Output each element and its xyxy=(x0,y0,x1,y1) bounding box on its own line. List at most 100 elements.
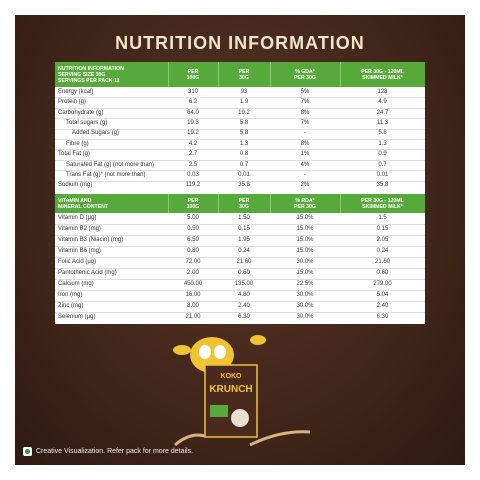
column-header: PER 30G - 120ML xyxy=(361,68,404,75)
cell: 30.0% xyxy=(296,303,314,309)
cell: 4.80 xyxy=(238,292,250,298)
box-badge xyxy=(210,405,228,417)
column-header: PER 30G - 120ML xyxy=(361,197,404,204)
cell: 1.3 xyxy=(378,140,387,147)
cell: 0.50 xyxy=(187,226,199,232)
mascot-eye xyxy=(214,345,226,359)
header-divider xyxy=(218,194,219,213)
row-label: Energy (kcal) xyxy=(58,88,94,95)
cell: 7% xyxy=(300,99,310,106)
cell: 279.00 xyxy=(373,281,392,287)
row-divider xyxy=(55,170,425,172)
cell: - xyxy=(304,130,306,137)
column-header: 30G xyxy=(239,203,249,210)
row-divider xyxy=(55,257,425,258)
cell: 8% xyxy=(300,109,310,116)
mascot-eye xyxy=(199,345,211,359)
column-header: PER 30G xyxy=(294,74,316,81)
row-divider xyxy=(55,159,425,161)
cell: 6.30 xyxy=(376,314,389,320)
cell: 19.2 xyxy=(238,109,250,116)
cell: 19.3 xyxy=(187,119,199,126)
cell: 35.8 xyxy=(376,182,389,189)
header-label: NUTRITION INFORMATION xyxy=(58,65,124,72)
cell: 4.9 xyxy=(378,99,387,106)
cell: 1.50 xyxy=(238,215,250,221)
column-header: PER 30G xyxy=(294,203,316,210)
cell: 2.7 xyxy=(188,151,198,158)
header-divider xyxy=(340,194,341,213)
row-divider xyxy=(55,246,425,247)
header-label: VITAMIN AND xyxy=(58,197,92,204)
cell: 5.8 xyxy=(239,130,249,137)
header-band xyxy=(55,194,425,213)
row-divider xyxy=(55,180,425,182)
column-header: PER xyxy=(187,197,199,204)
row-divider xyxy=(55,97,425,99)
cell: 119.2 xyxy=(185,182,201,189)
row-divider xyxy=(55,118,425,120)
row-label: Fibre (g) xyxy=(66,140,89,147)
cell: 15.0% xyxy=(296,226,314,232)
cell: 19.2 xyxy=(187,130,199,137)
column-header: PER xyxy=(187,68,199,75)
cell: 1% xyxy=(300,151,310,158)
cell: 2.40 xyxy=(238,303,250,309)
row-label: Selenium (µg) xyxy=(58,314,96,320)
row-label: Vitamin B6 (mg) xyxy=(58,248,101,254)
row-label: Sodium (mg) xyxy=(58,182,93,189)
cell: 0.24 xyxy=(238,248,250,254)
veg-dot xyxy=(25,449,30,454)
cell: 15.0% xyxy=(296,248,314,254)
cell: 2.05 xyxy=(376,237,389,243)
cell: 0.7 xyxy=(239,161,249,168)
cell: 72.00 xyxy=(185,259,201,265)
cell: 24.7 xyxy=(376,109,389,116)
cell: 15.0% xyxy=(296,215,314,221)
column-header: 100G xyxy=(186,203,200,210)
cell: 6.30 xyxy=(238,314,250,320)
cell: 8% xyxy=(300,140,310,147)
wheat xyxy=(174,433,206,447)
cereal-box xyxy=(204,364,258,438)
mascot-arm xyxy=(173,345,191,355)
cell: 4.2 xyxy=(188,140,198,147)
cell: 0.03 xyxy=(187,171,199,178)
header-band xyxy=(55,62,425,87)
cell: 16.00 xyxy=(185,292,201,298)
footnote: Creative Visualization. Refer pack for m… xyxy=(36,448,194,455)
row-label: Total Fat (g) xyxy=(58,151,91,158)
wheat xyxy=(249,430,311,447)
column-header: PER xyxy=(238,197,250,204)
row-label: Saturated Fat (g) (not more than) xyxy=(66,161,155,168)
cell: 30.0% xyxy=(296,259,314,265)
row-divider xyxy=(55,224,425,225)
cell: 0.24 xyxy=(376,248,389,254)
cell: 0.01 xyxy=(376,171,389,178)
row-divider xyxy=(55,268,425,269)
cell: - xyxy=(304,171,306,178)
column-header: 30G xyxy=(239,74,249,81)
cell: 30.0% xyxy=(296,292,314,298)
header-divider xyxy=(168,194,169,213)
row-divider xyxy=(55,279,425,280)
row-label: Vitamin B3 (Niacin) (mg) xyxy=(58,237,124,243)
cell: 450.00 xyxy=(183,281,203,287)
cell: 8.00 xyxy=(187,303,199,309)
row-divider xyxy=(55,139,425,140)
row-label: Folic Acid (µg) xyxy=(58,259,97,265)
row-divider xyxy=(55,235,425,236)
cell: 0.80 xyxy=(187,248,199,254)
cell: 2% xyxy=(300,182,310,189)
row-label: Zinc (mg) xyxy=(58,303,84,309)
cell: 0.7 xyxy=(378,161,387,168)
row-divider xyxy=(55,301,425,302)
cell: 0.60 xyxy=(238,270,250,276)
cell: 5.8 xyxy=(239,119,249,126)
cell: 5.00 xyxy=(187,215,199,221)
row-label: Calcium (mg) xyxy=(58,281,94,287)
mascot-arm xyxy=(250,335,266,345)
row-divider xyxy=(55,107,425,109)
